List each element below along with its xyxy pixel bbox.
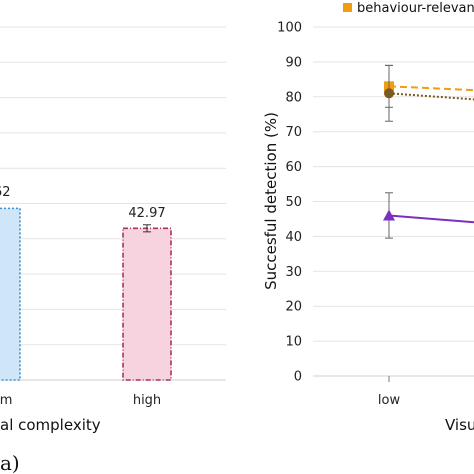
panel-caption: a) [0,451,20,474]
y-tick-label: 0 [294,370,302,385]
series-line-1 [388,92,474,101]
y-tick-label: 30 [285,265,302,280]
y-tick-label: 10 [285,335,302,350]
y-tick-label: 90 [285,55,302,70]
bar-medium [0,207,21,381]
data-point-triangle [383,209,395,221]
bar-chart-panel: 8.62 dium 42.97 high [0,26,226,408]
y-tick-label: 70 [285,125,302,140]
legend-marker-behaviour-relevant [343,3,352,12]
y-tick-label: 100 [277,21,302,36]
line-chart-x-axis-title: Visu [445,416,474,434]
bar-value-label: 8.62 [0,185,10,200]
bar-category-label: dium [0,393,12,408]
series-line-2 [388,214,474,224]
y-tick-label: 60 [285,160,302,175]
legend-entry-behaviour-relevant: behaviour-relevant [357,1,474,16]
bar-chart-x-axis-title: al complexity [0,416,101,434]
line-chart-panel: 0 10 20 30 40 50 60 70 80 90 100 low [277,21,474,408]
x-tick-label: low [378,393,401,408]
y-tick-label: 50 [285,195,302,210]
line-chart-y-axis-title: Succesful detection (%) [262,112,280,290]
bar-high [122,227,172,381]
data-point-circle [384,88,394,99]
y-tick-label: 80 [285,90,302,105]
y-tick-label: 40 [285,230,302,245]
bar-category-label: high [133,393,161,408]
bar-value-label: 42.97 [128,206,165,221]
y-tick-label: 20 [285,300,302,315]
